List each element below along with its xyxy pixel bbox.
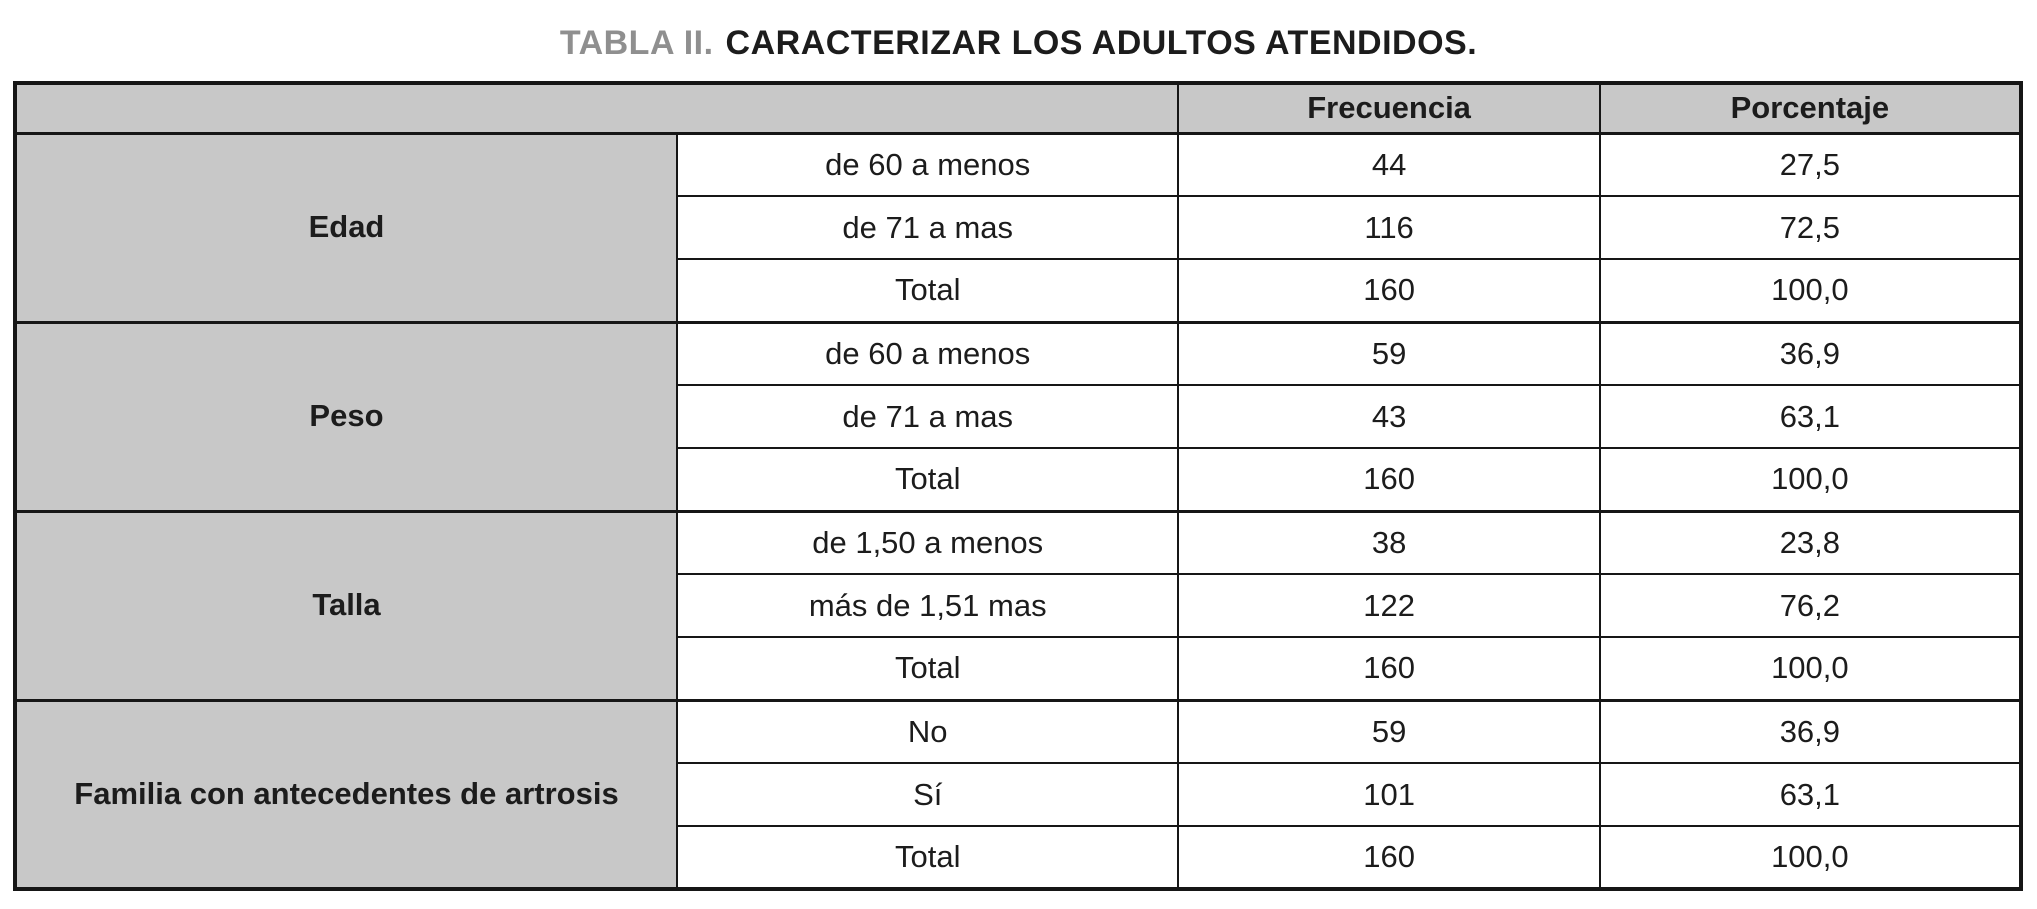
table-row: de 71 a mas 116 72,5 bbox=[15, 195, 2023, 260]
frecuencia-cell: 160 bbox=[1177, 636, 1601, 701]
table-row: Sí 101 63,1 bbox=[15, 762, 2023, 827]
table-row: Edad de 60 a menos 44 27,5 bbox=[14, 131, 2023, 323]
porcentaje-cell: 72,5 bbox=[1598, 195, 2023, 260]
porcentaje-cell: 100,0 bbox=[1598, 636, 2023, 701]
table-row: Total 160 100,0 bbox=[15, 825, 2023, 890]
porcentaje-cell: 23,8 bbox=[1598, 509, 2023, 575]
porcentaje-cell: 100,0 bbox=[1598, 447, 2023, 512]
row-label-cell: de 71 a mas bbox=[675, 384, 1180, 449]
row-label-cell: de 1,50 a menos bbox=[675, 509, 1180, 575]
porcentaje-cell: 27,5 bbox=[1598, 131, 2023, 197]
porcentaje-cell: 100,0 bbox=[1598, 825, 2023, 890]
data-table: Frecuencia Porcentaje Edad de 60 a menos… bbox=[13, 81, 2023, 891]
porcentaje-cell: 63,1 bbox=[1598, 384, 2023, 449]
row-label-cell: Total bbox=[675, 447, 1180, 512]
porcentaje-cell: 63,1 bbox=[1598, 762, 2023, 827]
table-title: TABLA II. CARACTERIZAR LOS ADULTOS ATENDI… bbox=[13, 24, 2024, 63]
table-row: Talla de 1,50 a menos 38 23,8 bbox=[14, 509, 2023, 701]
frecuencia-cell: 59 bbox=[1177, 320, 1601, 386]
porcentaje-cell: 36,9 bbox=[1598, 698, 2023, 764]
category-cell-peso: Peso bbox=[14, 320, 678, 512]
porcentaje-cell: 100,0 bbox=[1598, 258, 2023, 323]
frecuencia-cell: 116 bbox=[1177, 195, 1601, 260]
row-label-cell: Total bbox=[675, 636, 1180, 701]
frecuencia-cell: 59 bbox=[1177, 698, 1601, 764]
table-row: Total 160 100,0 bbox=[15, 447, 2023, 512]
row-label-cell: de 71 a mas bbox=[675, 195, 1180, 260]
header-empty-cell bbox=[13, 82, 1180, 135]
category-cell-familia: Familia con antecedentes de artrosis bbox=[14, 698, 678, 890]
porcentaje-cell: 36,9 bbox=[1598, 320, 2023, 386]
frecuencia-cell: 160 bbox=[1177, 258, 1601, 323]
category-cell-edad: Edad bbox=[14, 131, 678, 323]
frecuencia-cell: 160 bbox=[1177, 825, 1601, 890]
category-cell-talla: Talla bbox=[14, 509, 678, 701]
row-label-cell: de 60 a menos bbox=[675, 131, 1180, 197]
row-label-cell: de 60 a menos bbox=[675, 320, 1180, 386]
header-porcentaje-cell: Porcentaje bbox=[1598, 82, 2023, 135]
table-title-label: TABLA II. bbox=[559, 24, 714, 62]
table-title-text: CARACTERIZAR LOS ADULTOS ATENDIDOS. bbox=[725, 24, 1478, 62]
frecuencia-cell: 101 bbox=[1177, 762, 1601, 827]
table-row: Total 160 100,0 bbox=[15, 258, 2023, 323]
table-row: de 71 a mas 43 63,1 bbox=[15, 384, 2023, 449]
frecuencia-cell: 38 bbox=[1177, 509, 1601, 575]
frecuencia-cell: 160 bbox=[1177, 447, 1601, 512]
table-row: más de 1,51 mas 122 76,2 bbox=[15, 573, 2023, 638]
frecuencia-cell: 122 bbox=[1177, 573, 1601, 638]
porcentaje-cell: 76,2 bbox=[1598, 573, 2023, 638]
table-row: Familia con antecedentes de artrosis No … bbox=[14, 698, 2023, 890]
table-row: Total 160 100,0 bbox=[15, 636, 2023, 701]
frecuencia-cell: 43 bbox=[1177, 384, 1601, 449]
row-label-cell: más de 1,51 mas bbox=[675, 573, 1180, 638]
row-label-cell: No bbox=[675, 698, 1180, 764]
row-label-cell: Total bbox=[675, 258, 1180, 323]
table-row: Peso de 60 a menos 59 36,9 bbox=[14, 320, 2023, 512]
header-frecuencia-cell: Frecuencia bbox=[1177, 82, 1601, 135]
row-label-cell: Sí bbox=[675, 762, 1180, 827]
header-row: Frecuencia Porcentaje bbox=[13, 82, 2023, 135]
frecuencia-cell: 44 bbox=[1177, 131, 1601, 197]
row-label-cell: Total bbox=[675, 825, 1180, 890]
